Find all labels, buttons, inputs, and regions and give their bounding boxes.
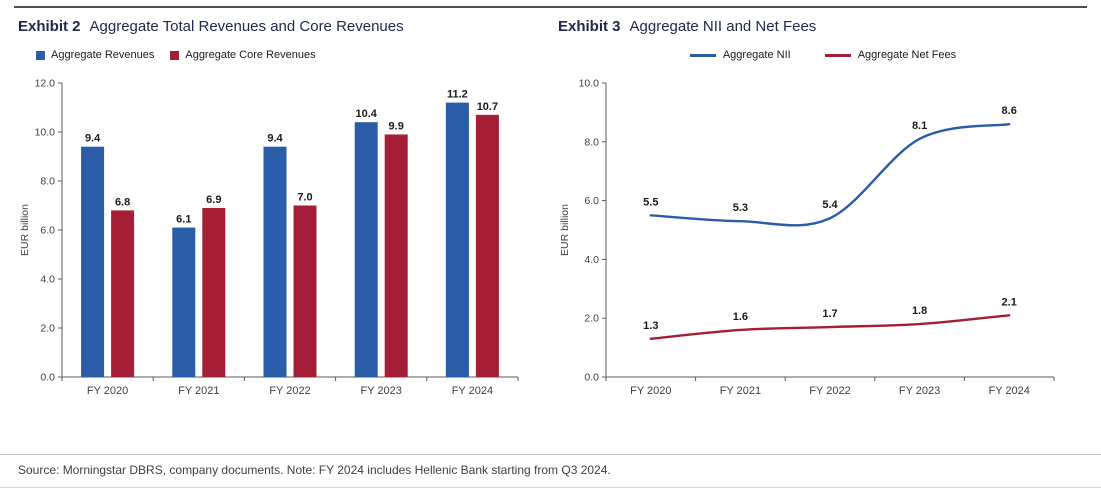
x-category-label: FY 2022 — [809, 385, 850, 397]
exhibit-2-header: Exhibit 2 Aggregate Total Revenues and Co… — [18, 18, 542, 35]
bar-value-label: 7.0 — [297, 192, 312, 204]
legend-item-aggregate-net-fees: Aggregate Net Fees — [824, 49, 957, 61]
y-tick-label: 6.0 — [40, 225, 55, 237]
legend-label: Aggregate Net Fees — [857, 49, 957, 61]
line-series-1 — [649, 314, 1011, 340]
bar-value-label: 6.8 — [115, 196, 130, 208]
bar-value-label: 9.9 — [389, 120, 404, 132]
bar-1-0 — [111, 210, 135, 377]
bar-value-label: 10.4 — [355, 108, 377, 120]
bar-value-label: 9.4 — [267, 133, 283, 145]
x-category-label: FY 2023 — [899, 385, 940, 397]
exhibit-3-header: Exhibit 3 Aggregate NII and Net Fees — [558, 18, 1090, 35]
y-tick-label: 12.0 — [35, 78, 56, 90]
x-category-label: FY 2024 — [452, 385, 493, 397]
point-value-label: 1.3 — [643, 320, 658, 332]
point-value-label: 5.5 — [643, 196, 658, 208]
point-value-label: 5.3 — [733, 202, 748, 214]
point-value-label: 8.6 — [1002, 105, 1017, 117]
x-category-label: FY 2020 — [87, 385, 128, 397]
exhibit-2-panel: Exhibit 2 Aggregate Total Revenues and Co… — [16, 10, 542, 407]
revenues-bar-chart: 0.0 2.0 4.0 6.0 8.0 10.0 12.0 FY 2020 FY 2021 FY … — [19, 78, 519, 397]
legend-label: Aggregate Core Revenues — [185, 49, 316, 61]
bar-1-4 — [475, 114, 499, 377]
bar-value-label: 10.7 — [477, 101, 498, 113]
bar-value-label: 11.2 — [447, 89, 468, 101]
legend-item-aggregate-nii: Aggregate NII — [689, 49, 791, 61]
bar-value-label: 6.1 — [176, 214, 191, 226]
legend-swatch-red-line — [824, 53, 851, 57]
y-tick-label: 0.0 — [40, 372, 55, 384]
top-rule — [14, 6, 1087, 8]
source-note: Source: Morningstar DBRS, company docume… — [0, 454, 1101, 488]
exhibit-3-label: Exhibit 3 — [558, 18, 621, 35]
point-value-label: 2.1 — [1002, 296, 1017, 308]
y-tick-label: 10.0 — [35, 127, 56, 139]
y-tick-label: 0.0 — [584, 372, 599, 384]
source-note-text: Source: Morningstar DBRS, company docume… — [18, 463, 611, 477]
y-axis-title: EUR billion — [559, 204, 571, 256]
legend-swatch-blue-square — [36, 50, 45, 60]
bar-0-2 — [263, 146, 287, 377]
legend-item-aggregate-core-revenues: Aggregate Core Revenues — [170, 49, 316, 61]
point-value-label: 1.7 — [822, 308, 837, 320]
line-series-0 — [649, 122, 1011, 227]
y-axis-title: EUR billion — [19, 204, 31, 256]
exhibit-2-legend: Aggregate Revenues Aggregate Core Revenu… — [36, 49, 542, 61]
y-tick-label: 6.0 — [584, 195, 599, 207]
y-tick-label: 8.0 — [40, 176, 55, 188]
y-tick-label: 2.0 — [584, 313, 599, 325]
legend-item-aggregate-revenues: Aggregate Revenues — [36, 49, 154, 61]
x-category-label: FY 2023 — [361, 385, 402, 397]
exhibit-2-label: Exhibit 2 — [18, 18, 81, 35]
y-tick-label: 4.0 — [584, 254, 599, 266]
point-value-label: 8.1 — [912, 120, 927, 132]
bar-1-2 — [293, 205, 317, 377]
y-tick-label: 2.0 — [40, 323, 55, 335]
point-value-label: 1.6 — [733, 311, 748, 323]
bar-0-1 — [172, 227, 196, 377]
nii-net-fees-line-chart: 0.0 2.0 4.0 6.0 8.0 10.0 FY 2020 FY 2021 FY 2022… — [559, 78, 1055, 397]
x-category-label: FY 2021 — [178, 385, 219, 397]
exhibit-3-legend: Aggregate NII Aggregate Net Fees — [556, 49, 1090, 61]
x-category-label: FY 2020 — [630, 385, 671, 397]
x-category-label: FY 2024 — [989, 385, 1030, 397]
legend-label: Aggregate Revenues — [51, 49, 155, 61]
y-tick-label: 10.0 — [579, 78, 600, 90]
exhibit-3-title: Aggregate NII and Net Fees — [629, 18, 817, 35]
point-value-label: 1.8 — [912, 305, 927, 317]
x-category-label: FY 2021 — [720, 385, 761, 397]
bar-0-4 — [445, 102, 469, 377]
bar-1-3 — [384, 134, 408, 377]
y-tick-label: 8.0 — [584, 136, 599, 148]
bar-value-label: 6.9 — [206, 194, 221, 206]
exhibit-2-title: Aggregate Total Revenues and Core Revenu… — [89, 18, 404, 35]
legend-swatch-blue-line — [689, 53, 716, 57]
exhibit-3-panel: Exhibit 3 Aggregate NII and Net Fees Aggr… — [556, 10, 1090, 407]
bar-value-label: 9.4 — [85, 133, 101, 145]
legend-label: Aggregate NII — [722, 49, 791, 61]
legend-swatch-red-square — [170, 50, 180, 60]
y-tick-label: 4.0 — [40, 274, 55, 286]
bar-0-3 — [354, 122, 378, 377]
bar-1-1 — [202, 207, 226, 377]
point-value-label: 5.4 — [822, 199, 838, 211]
x-category-label: FY 2022 — [269, 385, 310, 397]
bar-0-0 — [81, 146, 105, 377]
